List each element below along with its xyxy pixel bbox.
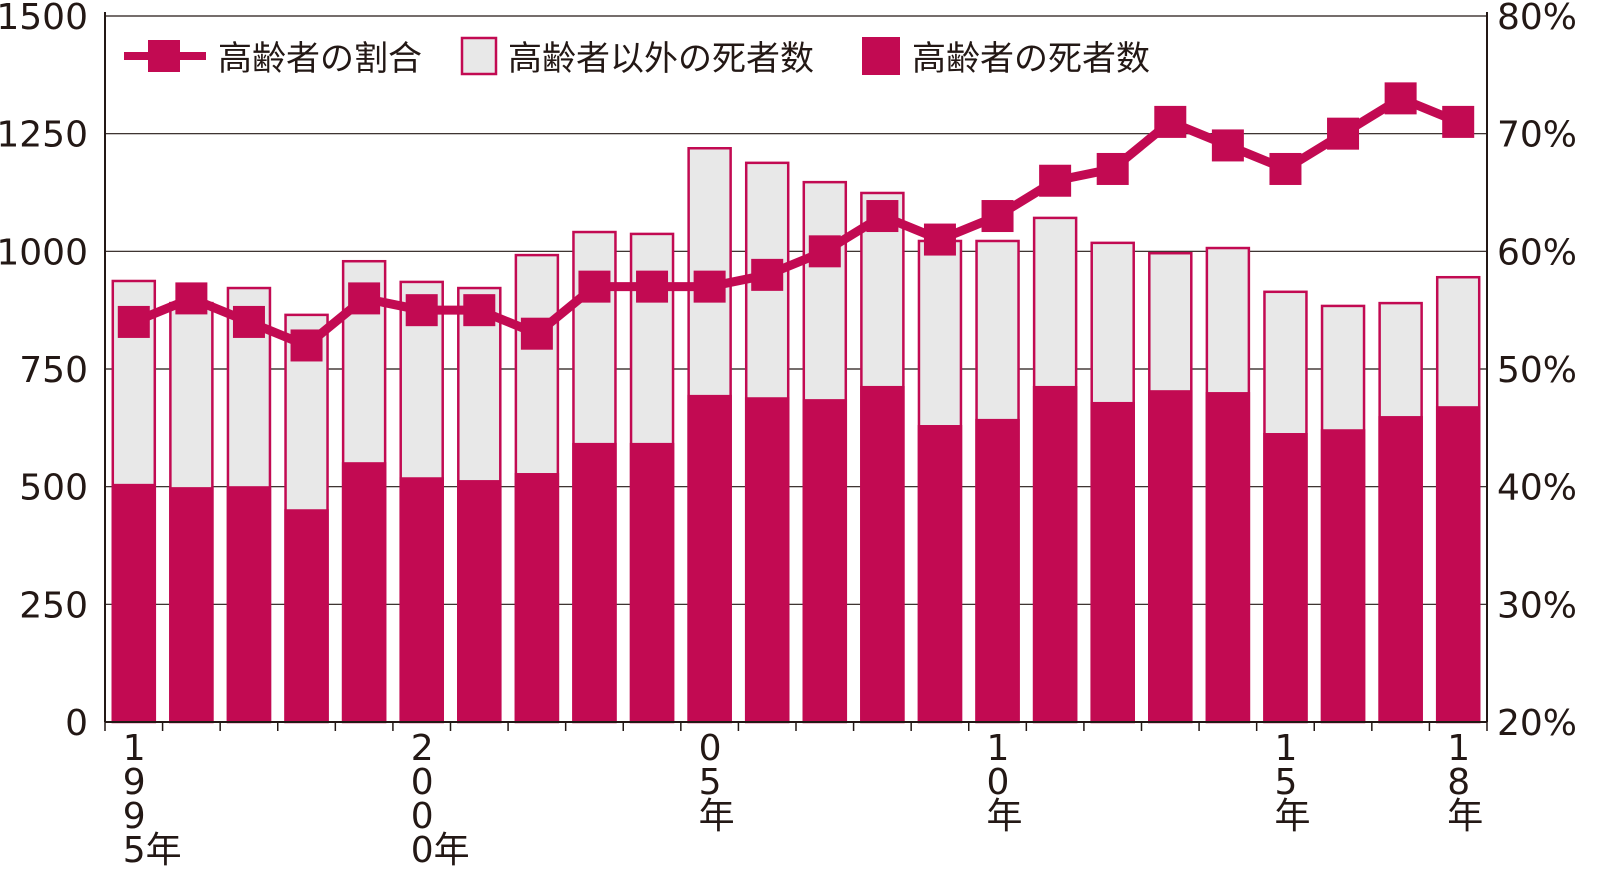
ratio-marker-2013 — [1154, 105, 1187, 138]
ratio-marker-1998 — [290, 329, 323, 362]
axes: 0 250 500 750 1000 1250 1500 20% 30% 40% 50% 60% 70%… — [0, 0, 1577, 871]
bar-elderly-2013 — [1148, 390, 1193, 722]
left-tick-label: 1000 — [0, 232, 88, 273]
right-tick-label: 40% — [1497, 468, 1577, 509]
ratio-marker-2001 — [463, 294, 496, 327]
left-tick-label: 1500 — [0, 0, 88, 38]
ratio-marker-2002 — [520, 317, 553, 350]
ratio-line — [117, 82, 1475, 362]
ratio-marker-2011 — [1039, 164, 1072, 197]
right-tick-label: 20% — [1497, 703, 1577, 744]
bar-elderly-1999 — [341, 462, 387, 722]
left-tick-label: 1250 — [0, 115, 88, 156]
bars — [111, 147, 1481, 724]
legend-item-non-elderly: 高齢者以外の死者数 — [460, 36, 814, 79]
right-tick-label: 30% — [1497, 585, 1577, 626]
ratio-marker-2016 — [1327, 117, 1360, 150]
bar-elderly-1997 — [226, 486, 272, 722]
bar-elderly-2016 — [1320, 429, 1366, 722]
ratio-marker-2007 — [808, 235, 841, 268]
legend: 高齢者の割合 高齢者以外の死者数 高齢者の死者数 — [124, 36, 1150, 79]
bar-elderly-2011 — [1032, 385, 1078, 722]
legend-label: 高齢者の割合 — [218, 39, 422, 79]
left-tick-label: 750 — [19, 350, 88, 391]
ratio-marker-2009 — [923, 223, 956, 256]
ratio-marker-2010 — [981, 200, 1014, 233]
right-tick-label: 50% — [1497, 350, 1577, 391]
bar-elderly-2009 — [917, 425, 963, 722]
bar-elderly-2004 — [629, 442, 675, 722]
bar-elderly-2005 — [687, 394, 732, 722]
ratio-marker-2015 — [1269, 152, 1302, 185]
bar-elderly-2001 — [457, 480, 502, 722]
ratio-marker-2000 — [405, 294, 438, 327]
left-tick-label: 0 — [65, 703, 88, 744]
bar-elderly-1998 — [284, 509, 329, 722]
grid-lines — [105, 15, 1487, 605]
ratio-marker-2018 — [1442, 105, 1475, 138]
bar-elderly-1996 — [169, 487, 214, 722]
legend-label: 高齢者以外の死者数 — [508, 39, 814, 79]
left-tick-label: 500 — [19, 468, 88, 509]
ratio-marker-1996 — [175, 282, 208, 315]
ratio-marker-2006 — [751, 258, 784, 291]
ratio-line-path — [132, 93, 1460, 350]
legend-label: 高齢者の死者数 — [912, 39, 1150, 79]
ratio-marker-2004 — [636, 270, 669, 303]
bar-elderly-2018 — [1435, 406, 1481, 722]
bar-elderly-2006 — [744, 397, 790, 722]
ratio-marker-1997 — [232, 305, 265, 338]
x-tick-label: 2 0 0 0年 — [411, 728, 470, 871]
bar-elderly-2002 — [514, 473, 560, 722]
bar-elderly-2007 — [802, 399, 848, 722]
ratio-marker-2012 — [1096, 152, 1129, 185]
bar-elderly-2015 — [1263, 433, 1308, 722]
bar-elderly-2017 — [1378, 416, 1423, 722]
bar-elderly-2003 — [572, 442, 617, 722]
legend-marker-swatch — [148, 40, 180, 72]
legend-item-ratio: 高齢者の割合 — [124, 39, 422, 79]
ratio-marker-2014 — [1211, 129, 1244, 162]
right-tick-label: 60% — [1497, 232, 1577, 273]
ratio-marker-1999 — [348, 282, 381, 315]
legend-item-elderly: 高齢者の死者数 — [862, 37, 1150, 79]
ratio-marker-2005 — [693, 270, 726, 303]
legend-swatch — [460, 36, 498, 76]
bar-elderly-1995 — [111, 483, 157, 722]
right-tick-label: 70% — [1497, 115, 1577, 156]
bar-elderly-2008 — [860, 385, 905, 722]
left-tick-label: 250 — [19, 585, 88, 626]
legend-swatch — [862, 37, 900, 75]
bar-elderly-2014 — [1205, 392, 1251, 722]
right-tick-label: 80% — [1497, 0, 1577, 38]
bar-elderly-2010 — [975, 418, 1020, 722]
x-tick-label: 1 9 9 5年 — [123, 728, 182, 871]
ratio-marker-1995 — [117, 305, 150, 338]
bar-elderly-2012 — [1090, 401, 1135, 722]
ratio-marker-2017 — [1384, 82, 1417, 115]
ratio-marker-2003 — [578, 270, 611, 303]
bar-elderly-2000 — [399, 477, 444, 722]
ratio-marker-2008 — [866, 200, 899, 233]
